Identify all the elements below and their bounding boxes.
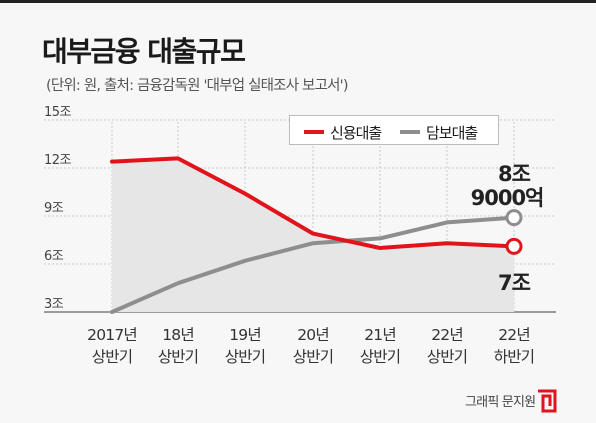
y-tick-label: 6조	[44, 249, 64, 264]
collateral-end-label: 9000억	[471, 186, 544, 210]
x-tick-label: 상반기	[92, 348, 132, 366]
credit-end-marker	[505, 237, 523, 255]
top-rule	[0, 0, 596, 3]
credit-end-label: 7조	[498, 271, 531, 295]
legend-swatch-red	[304, 129, 324, 134]
x-tick-label: 상반기	[225, 348, 265, 366]
credit-loan-line	[110, 156, 516, 250]
graphic-credit: 그래픽 문지원	[465, 395, 536, 410]
chart-subtitle: (단위: 원, 출처: 금융감독원 '대부업 실태조사 보고서')	[46, 78, 349, 94]
y-tick-label: 15조	[44, 105, 72, 120]
x-tick-label: 하반기	[494, 348, 534, 366]
x-tick-label: 상반기	[293, 348, 333, 366]
chart-legend: 신용대출 담보대출	[289, 115, 499, 145]
y-tick-label: 3조	[44, 297, 64, 312]
x-tick-label: 20년	[297, 326, 329, 344]
collateral-loan-line	[110, 215, 516, 314]
collateral-end-marker	[505, 209, 523, 227]
x-tick-label: 상반기	[427, 348, 467, 366]
publisher-logo	[538, 389, 557, 413]
legend-label-collateral: 담보대출	[426, 124, 478, 142]
x-tick-label: 2017년	[87, 326, 137, 344]
x-tick-label: 21년	[364, 326, 396, 344]
legend-label-credit: 신용대출	[330, 124, 382, 142]
collateral-end-label: 8조	[498, 162, 531, 186]
x-tick-label: 상반기	[360, 348, 400, 366]
x-tick-label: 22년	[431, 326, 463, 344]
legend-swatch-gray	[400, 129, 420, 134]
x-tick-label: 19년	[229, 326, 261, 344]
x-tick-label: 22년	[498, 326, 530, 344]
y-tick-label: 9조	[44, 201, 64, 216]
chart-title: 대부금융 대출규모	[42, 35, 246, 68]
x-tick-label: 상반기	[158, 348, 198, 366]
y-tick-label: 12조	[44, 153, 72, 168]
x-tick-label: 18년	[162, 326, 194, 344]
legend-item-collateral: 담보대출	[400, 122, 478, 143]
legend-item-credit: 신용대출	[304, 122, 382, 143]
